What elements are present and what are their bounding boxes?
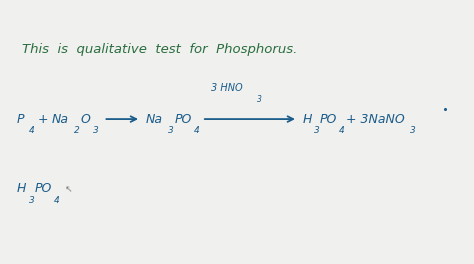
Text: Na: Na [52,112,69,126]
Text: 4: 4 [54,196,59,205]
Text: H: H [302,112,312,126]
Text: 4: 4 [194,126,200,135]
Text: 3: 3 [410,126,416,135]
Text: 3: 3 [168,126,173,135]
Text: +: + [38,112,48,126]
Text: + 3NaNO: + 3NaNO [346,112,404,126]
Text: 4: 4 [339,126,345,135]
Text: 3: 3 [314,126,319,135]
Text: 3 HNO: 3 HNO [211,83,243,93]
Text: PO: PO [319,112,337,126]
Text: PO: PO [34,182,52,195]
Text: 3: 3 [257,95,262,104]
Text: 4: 4 [28,126,34,135]
Text: 2: 2 [74,126,80,135]
Text: Na: Na [146,112,163,126]
Text: PO: PO [174,112,191,126]
Text: P: P [17,112,24,126]
Text: ↑: ↑ [64,183,75,195]
Text: 3: 3 [93,126,99,135]
Text: 3: 3 [28,196,34,205]
Text: O: O [80,112,90,126]
Text: H: H [17,182,26,195]
Text: This  is  qualitative  test  for  Phosphorus.: This is qualitative test for Phosphorus. [21,43,297,56]
